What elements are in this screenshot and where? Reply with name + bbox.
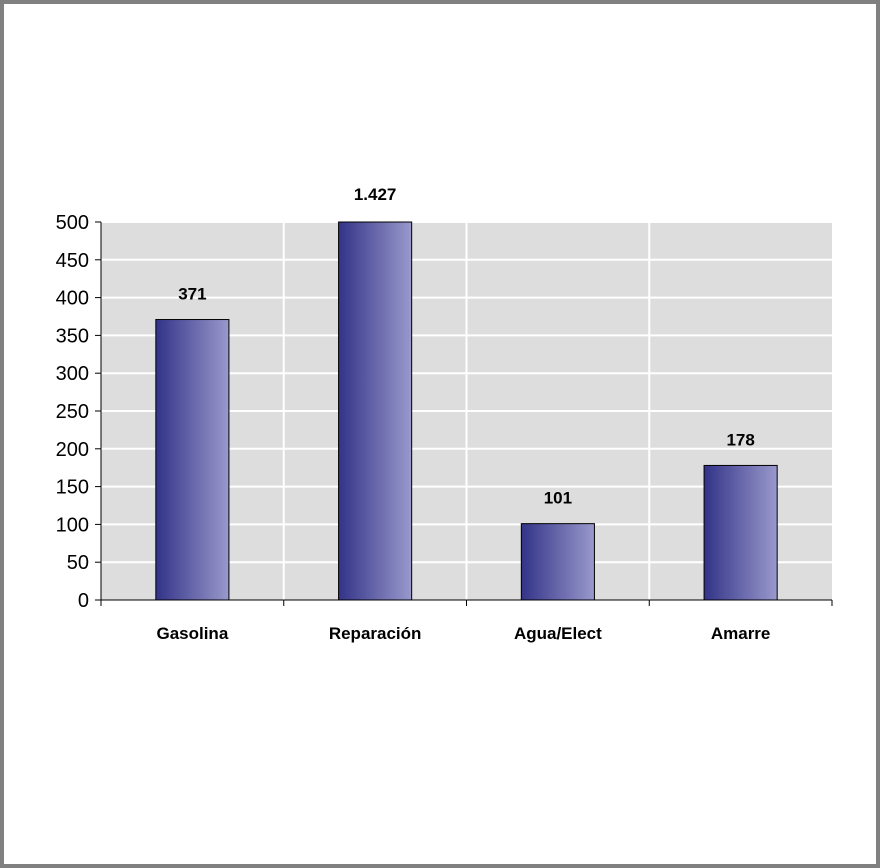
y-tick-label: 200 [56,439,89,461]
data-label: 101 [544,489,572,508]
y-tick-label: 100 [56,514,89,536]
data-label: 178 [726,430,754,449]
y-tick-label: 350 [56,325,89,347]
y-tick-label: 250 [56,401,89,423]
x-tick-label: Agua/Elect [514,624,602,643]
bar-reparaci-n [338,221,413,601]
y-tick-label: 50 [67,552,89,574]
y-tick-label: 300 [56,363,89,385]
y-tick-label: 400 [56,288,89,310]
bar-agua-elect [520,523,595,601]
y-tick-label: 450 [56,250,89,272]
bar-chart: 0 50 100 150 200 250 300 350 400 450 500 371 Gasolin… [56,185,833,643]
bar-gasolina [155,319,230,601]
x-tick-label: Reparación [329,624,422,643]
x-tick-label: Amarre [711,624,771,643]
y-tick-label: 150 [56,477,89,499]
data-label: 371 [178,285,206,304]
x-tick-label: Gasolina [156,624,228,643]
bar-amarre [703,464,778,601]
data-label: 1.427 [354,185,397,204]
y-tick-label: 500 [56,212,89,234]
y-tick-label: 0 [78,590,89,612]
